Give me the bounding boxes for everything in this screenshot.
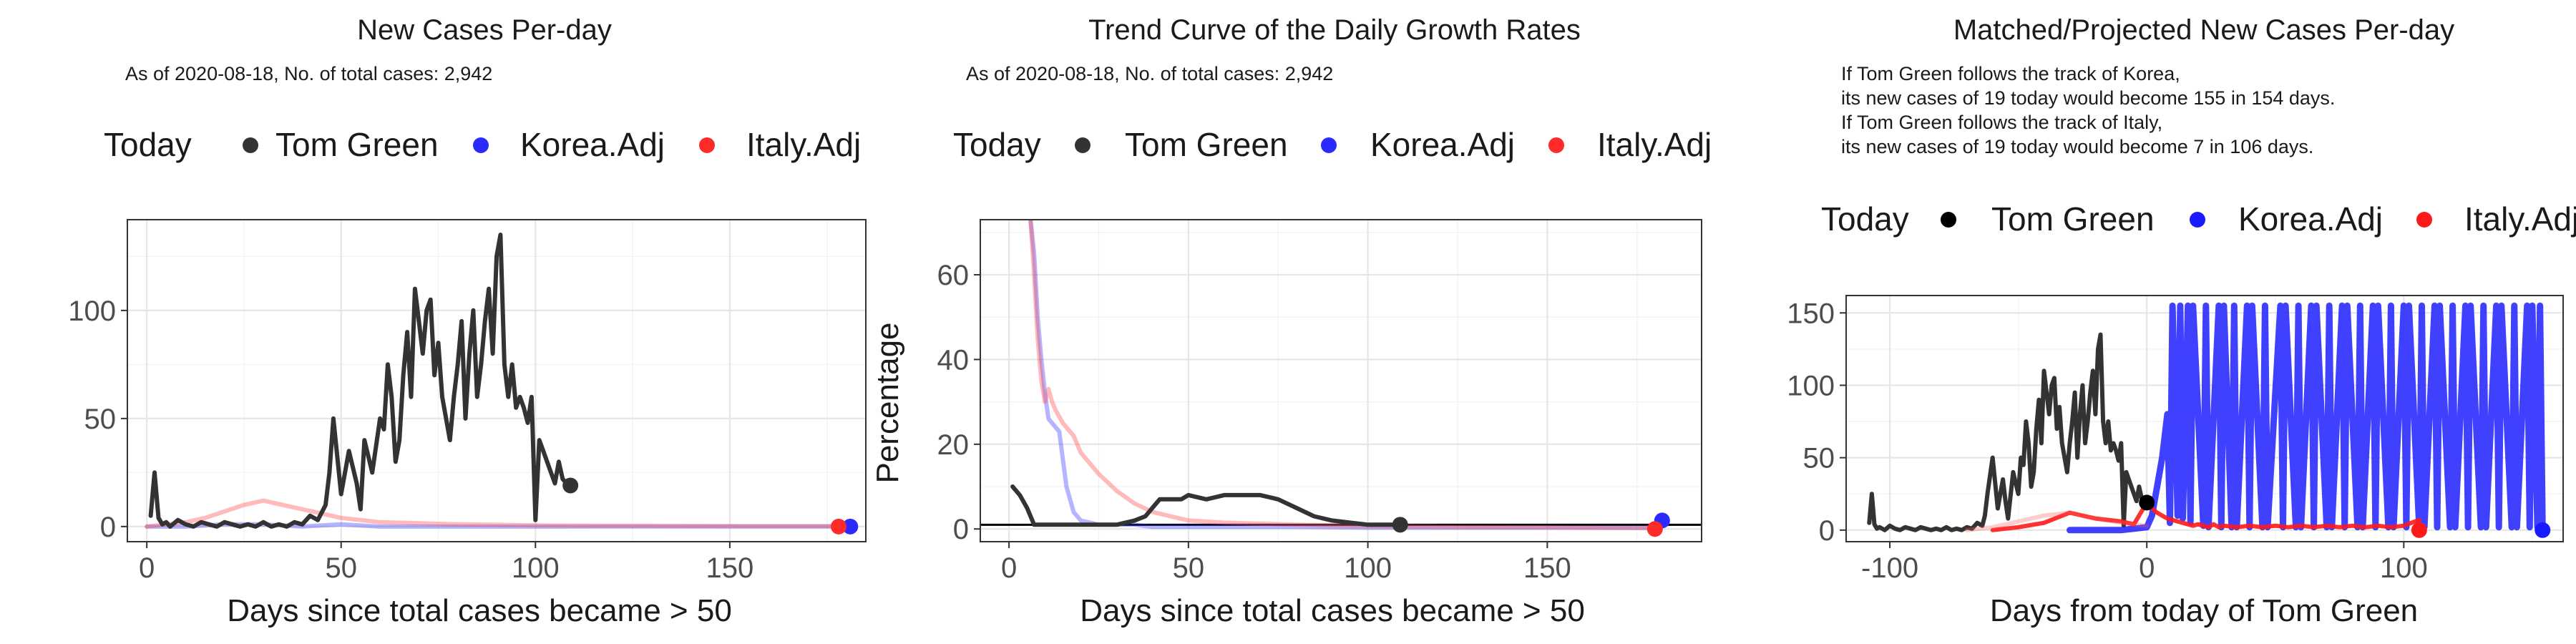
series-line-italy-adj <box>1028 220 1650 531</box>
y-tick-label: 0 <box>1819 515 1835 547</box>
today-point <box>1392 517 1408 533</box>
x-tick-label: 100 <box>1344 552 1392 584</box>
x-tick-label: 50 <box>325 552 357 584</box>
y-tick-label: 0 <box>100 512 116 543</box>
plot-area: -100 0 100 0 50 100 150 <box>1787 295 2564 584</box>
series-line-korea-adj <box>2067 302 2546 534</box>
legend-label-italy: Italy.Adj <box>1597 126 1712 163</box>
y-tick-label: 100 <box>68 296 116 327</box>
panel-border <box>1845 295 2564 542</box>
legend-title: Today <box>104 126 192 163</box>
today-point <box>2411 522 2427 538</box>
x-tick-label: -100 <box>1861 552 1918 584</box>
chart-legend: Today Tom Green Korea.Adj Italy.Adj <box>1821 200 2576 238</box>
chart-legend: Today Tom Green Korea.Adj Italy.Adj <box>104 126 861 163</box>
legend-swatch-italy <box>2416 212 2432 228</box>
y-tick-label: 150 <box>1787 298 1835 329</box>
series-line-tom-green <box>1010 484 1402 527</box>
chart-subtitle-line: its new cases of 19 today would become 1… <box>1841 87 2335 109</box>
series-group <box>145 233 853 529</box>
plot-area: 0 50 100 150 0 50 100 <box>68 219 867 584</box>
x-tick-label: 0 <box>139 552 155 584</box>
series-line-italy-adj <box>1990 500 2421 532</box>
legend-swatch-italy <box>699 137 715 153</box>
panel-border <box>127 219 867 542</box>
legend-label-tom-green: Tom Green <box>1991 200 2155 238</box>
chart-growth-rate-trend: Trend Curve of the Daily Growth Rates As… <box>870 14 1712 628</box>
today-point <box>562 477 579 494</box>
y-tick-label: 50 <box>1803 443 1835 474</box>
legend-label-korea: Korea.Adj <box>1370 126 1515 163</box>
legend-swatch-tom-green <box>243 137 258 153</box>
y-tick-label: 60 <box>937 260 970 291</box>
x-tick-label: 0 <box>1001 552 1017 584</box>
y-tick-label: 0 <box>953 514 969 545</box>
chart-subtitle: As of 2020-08-18, No. of total cases: 2,… <box>125 63 492 84</box>
legend-label-korea: Korea.Adj <box>520 126 665 163</box>
y-tick-label: 20 <box>937 429 970 461</box>
chart-title: New Cases Per-day <box>357 14 612 46</box>
y-tick-label: 100 <box>1787 370 1835 401</box>
legend-label-tom-green: Tom Green <box>275 126 439 163</box>
today-point <box>842 518 859 535</box>
y-tick-label: 50 <box>84 404 117 435</box>
chart-title: Trend Curve of the Daily Growth Rates <box>1088 14 1581 46</box>
chart-subtitle-line: its new cases of 19 today would become 7… <box>1841 136 2313 157</box>
plot-area: 0 50 100 150 0 20 40 60 <box>937 219 1702 584</box>
legend-label-tom-green: Tom Green <box>1125 126 1288 163</box>
legend-swatch-italy <box>1548 137 1564 153</box>
x-tick-label: 100 <box>512 552 560 584</box>
chart-subtitle: As of 2020-08-18, No. of total cases: 2,… <box>966 63 1333 84</box>
today-point <box>2534 522 2551 538</box>
x-tick-label: 150 <box>1523 552 1571 584</box>
y-tick-label: 40 <box>937 344 970 376</box>
legend-swatch-korea <box>1321 137 1337 153</box>
chart-title: Matched/Projected New Cases Per-day <box>1953 14 2454 46</box>
chart-legend: Today Tom Green Korea.Adj Italy.Adj <box>953 126 1712 163</box>
x-tick-label: 0 <box>2139 552 2155 584</box>
x-axis-title: Days since total cases became > 50 <box>227 593 732 628</box>
chart-matched-projected-cases: Matched/Projected New Cases Per-day If T… <box>1787 14 2576 628</box>
x-axis-title: Days since total cases became > 50 <box>1080 593 1585 628</box>
series-group <box>1867 302 2546 534</box>
panel-border <box>980 219 1702 542</box>
chart-new-cases-per-day: New Cases Per-day As of 2020-08-18, No. … <box>68 14 867 628</box>
legend-label-italy: Italy.Adj <box>746 126 861 163</box>
y-axis-title: Percentage <box>870 322 905 483</box>
x-tick-label: 150 <box>706 552 754 584</box>
series-group <box>1010 220 1664 531</box>
series-line-tom-green <box>148 233 573 529</box>
series-line-korea-adj <box>1028 220 1664 530</box>
legend-swatch-korea <box>2190 212 2205 228</box>
today-point <box>2139 494 2155 511</box>
legend-title: Today <box>953 126 1041 163</box>
chart-subtitle-line: If Tom Green follows the track of Korea, <box>1841 63 2180 84</box>
series-line-tom-green <box>1867 332 2150 532</box>
legend-swatch-tom-green <box>1941 212 1956 228</box>
legend-swatch-tom-green <box>1075 137 1091 153</box>
legend-label-korea: Korea.Adj <box>2238 200 2383 238</box>
x-axis-title: Days from today of Tom Green <box>1990 593 2418 628</box>
x-tick-label: 50 <box>1173 552 1205 584</box>
today-point <box>830 518 847 535</box>
series-line-italy-adj-history <box>1964 510 2150 532</box>
legend-label-italy: Italy.Adj <box>2464 200 2576 238</box>
legend-swatch-korea <box>473 137 489 153</box>
series-line-italy-adj <box>145 498 841 529</box>
legend-title: Today <box>1821 200 1909 238</box>
chart-subtitle-line: If Tom Green follows the track of Italy, <box>1841 112 2162 133</box>
x-tick-label: 100 <box>2380 552 2428 584</box>
today-point <box>1646 521 1663 537</box>
